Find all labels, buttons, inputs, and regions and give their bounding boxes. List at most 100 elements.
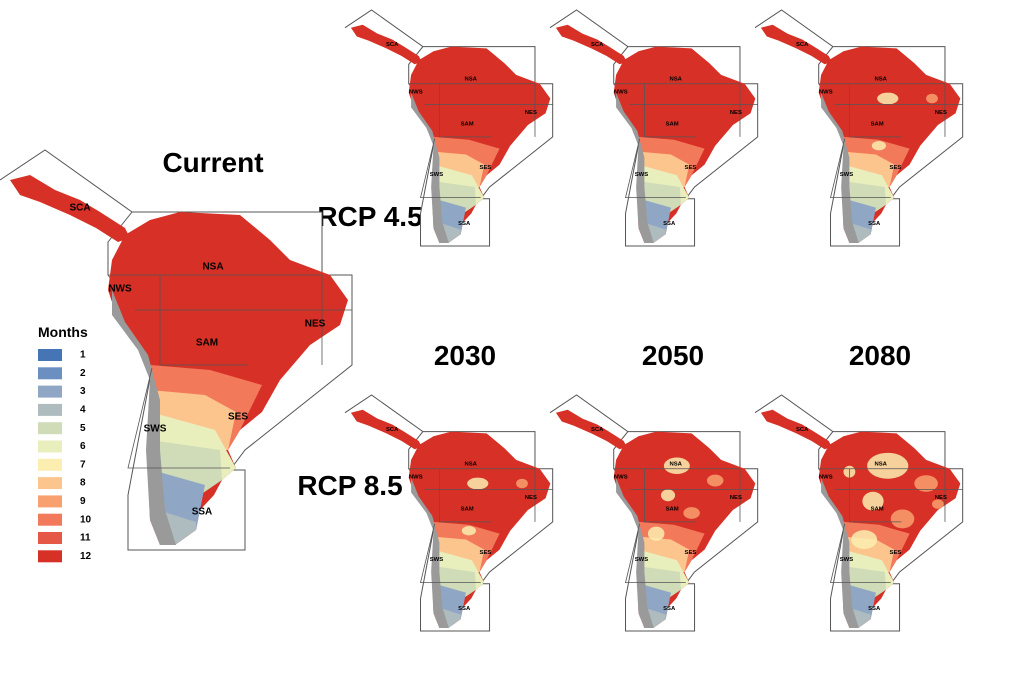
- andes: [616, 92, 654, 244]
- region-label: NWS: [409, 90, 423, 96]
- region-label: SWS: [144, 424, 167, 435]
- climate-patch: [851, 530, 878, 549]
- region-borders: [408, 468, 553, 584]
- region-label: SAM: [871, 506, 884, 512]
- legend-swatch: [38, 349, 62, 361]
- region-label: SWS: [635, 557, 648, 563]
- region-label: SAM: [666, 121, 679, 127]
- region-label: SSA: [663, 606, 676, 612]
- climate-patch: [914, 475, 938, 492]
- climate-patch: [683, 507, 700, 519]
- map-panel: SCA NWS NSA NES SAM SES SWS SSA: [549, 394, 759, 632]
- region-label: NES: [525, 110, 537, 116]
- legend-label: 10: [80, 514, 92, 525]
- region-label: NES: [730, 495, 742, 501]
- region-label: NSA: [202, 262, 223, 273]
- climate-patch: [932, 499, 944, 509]
- region-label: SES: [480, 165, 492, 171]
- region-label: SCA: [69, 203, 90, 214]
- climate-patch: [461, 525, 476, 536]
- legend-label: 1: [80, 350, 86, 361]
- region-label: SSA: [663, 221, 676, 227]
- legend-label: 6: [80, 441, 86, 452]
- region-label: NWS: [614, 90, 628, 96]
- climate-patch: [926, 93, 938, 104]
- central-america: [555, 409, 627, 450]
- region-label: NSA: [874, 462, 887, 468]
- region-label: SWS: [635, 172, 648, 178]
- region-borders: [408, 83, 553, 199]
- region-label: SCA: [386, 427, 399, 433]
- region-label: SAM: [461, 506, 474, 512]
- region-label: NES: [730, 110, 742, 116]
- region-label: NSA: [669, 462, 682, 468]
- current-label: Current: [162, 147, 263, 178]
- legend-swatch: [38, 403, 62, 416]
- andes: [411, 92, 449, 244]
- climate-patch: [706, 474, 724, 487]
- region-label: SES: [890, 550, 902, 556]
- region-label: SES: [685, 550, 697, 556]
- map-panel: SCA NWS NSA NES SAM SES SWS SSA: [0, 149, 353, 551]
- region-label: SWS: [430, 557, 443, 563]
- legend-swatch: [38, 495, 62, 508]
- region-label: SES: [480, 550, 492, 556]
- legend-swatch: [38, 513, 62, 526]
- region-label: SES: [685, 165, 697, 171]
- region-label: SWS: [430, 172, 443, 178]
- andes: [112, 290, 176, 545]
- legend-label: 8: [80, 478, 86, 489]
- rcp45-label: RCP 4.5: [317, 201, 422, 232]
- region-label: SCA: [591, 42, 604, 48]
- region-label: SSA: [458, 606, 471, 612]
- climate-patch: [862, 491, 884, 511]
- legend-swatch: [38, 367, 62, 380]
- map-panel: SCA NWS NSA NES SAM SES SWS SSA: [754, 9, 964, 247]
- region-label: NSA: [464, 77, 477, 83]
- region-label: SCA: [796, 427, 809, 433]
- central-america: [760, 24, 832, 65]
- region-label: SES: [890, 165, 902, 171]
- region-label: SWS: [840, 172, 853, 178]
- legend-swatch: [38, 422, 62, 435]
- region-label: NSA: [464, 462, 477, 468]
- region-label: NES: [935, 495, 947, 501]
- climate-patch: [867, 452, 909, 479]
- region-label: SCA: [386, 42, 399, 48]
- legend-swatch: [38, 532, 62, 544]
- region-borders: [613, 83, 758, 199]
- region-label: NWS: [819, 90, 833, 96]
- central-america: [555, 24, 627, 65]
- region-label: NES: [305, 319, 326, 330]
- region-label: SCA: [796, 42, 809, 48]
- region-label: SSA: [868, 221, 881, 227]
- region-label: NWS: [108, 284, 132, 295]
- region-label: SSA: [868, 606, 881, 612]
- legend-label: 7: [80, 459, 86, 470]
- andes: [821, 92, 859, 244]
- region-label: NSA: [874, 77, 887, 83]
- region-borders: [613, 468, 758, 584]
- rcp85-label: RCP 8.5: [297, 470, 402, 501]
- year-label: 2050: [642, 340, 704, 371]
- legend-swatch: [38, 477, 62, 490]
- climate-patch: [663, 457, 690, 475]
- central-america: [10, 175, 130, 242]
- andes: [411, 477, 449, 629]
- legend-title: Months: [38, 324, 88, 340]
- region-borders: [818, 468, 963, 584]
- climate-patch: [877, 92, 899, 105]
- region-label: SAM: [666, 506, 679, 512]
- climate-patch: [660, 489, 676, 502]
- region-label: SAM: [461, 121, 474, 127]
- region-label: NWS: [614, 475, 628, 481]
- legend-label: 11: [80, 533, 91, 544]
- legend-label: 4: [80, 405, 86, 416]
- map-panel: SCA NWS NSA NES SAM SES SWS SSA: [344, 394, 554, 632]
- legend-label: 3: [80, 386, 86, 397]
- region-borders: [818, 83, 963, 199]
- legend-label: 12: [80, 551, 92, 562]
- region-label: SWS: [840, 557, 853, 563]
